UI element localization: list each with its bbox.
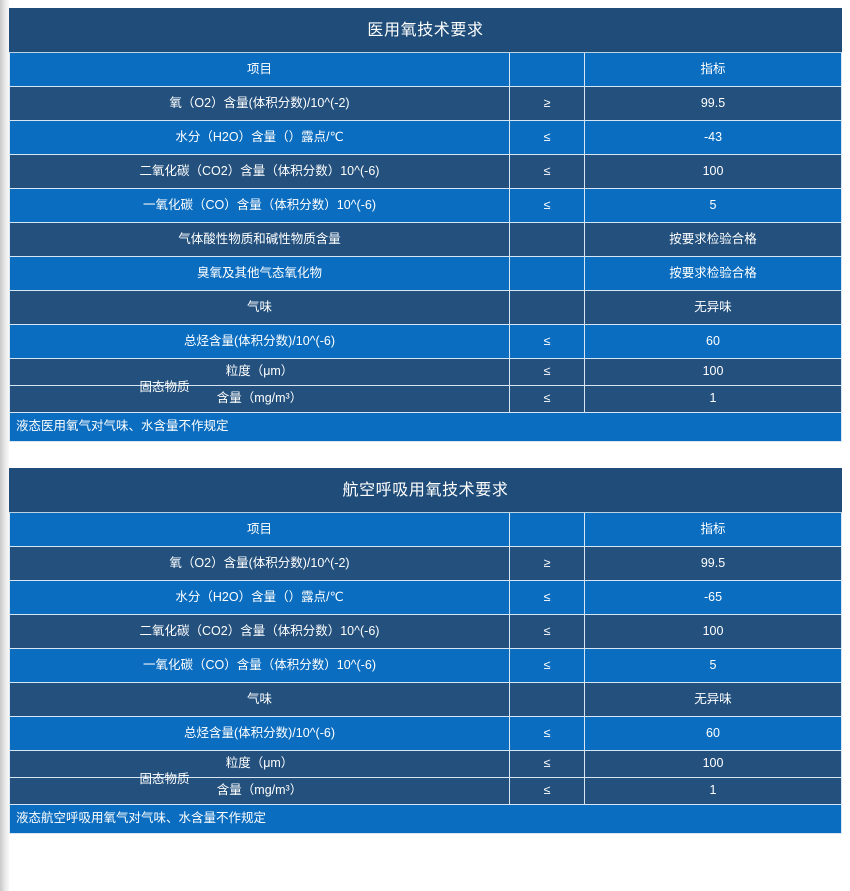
column-header-item: 项目 bbox=[9, 512, 510, 547]
row-item-label: 一氧化碳（CO）含量（体积分数）10^(-6) bbox=[9, 648, 510, 683]
row-value: 100 bbox=[583, 154, 843, 189]
row-value: 1 bbox=[583, 385, 843, 413]
table-row-group-first: 粒度（μm） ≤ 100 bbox=[9, 358, 843, 386]
sub-row-item-label: 含量（mg/m³） bbox=[9, 385, 510, 413]
row-symbol: ≤ bbox=[509, 750, 585, 778]
aviation-oxygen-spec-table: 航空呼吸用氧技术要求 项目 指标 氧（O2）含量(体积分数)/10^(-2) ≥… bbox=[9, 468, 842, 834]
table-footnote: 液态航空呼吸用氧气对气味、水含量不作规定 bbox=[9, 804, 842, 834]
row-symbol: ≤ bbox=[509, 324, 585, 359]
sub-row-item-label: 含量（mg/m³） bbox=[9, 777, 510, 805]
table-title-row: 医用氧技术要求 bbox=[8, 8, 843, 53]
table-footnote: 液态医用氧气对气味、水含量不作规定 bbox=[8, 412, 843, 442]
row-symbol: ≤ bbox=[509, 154, 585, 189]
table-footnote-row: 液态医用氧气对气味、水含量不作规定 bbox=[8, 412, 843, 442]
row-value: 60 bbox=[583, 324, 843, 359]
table-title: 医用氧技术要求 bbox=[8, 8, 843, 53]
row-value: 无异味 bbox=[584, 682, 842, 717]
row-value: 100 bbox=[583, 358, 843, 386]
row-item-label: 总烃含量(体积分数)/10^(-6) bbox=[9, 324, 510, 359]
row-symbol: ≤ bbox=[509, 120, 585, 155]
column-header-index: 指标 bbox=[583, 52, 843, 87]
table-row: 水分（H2O）含量（）露点/℃ ≤ -43 bbox=[9, 120, 843, 155]
row-item-label: 气体酸性物质和碱性物质含量 bbox=[9, 222, 510, 257]
table-row: 二氧化碳（CO2）含量（体积分数）10^(-6) ≤ 100 bbox=[9, 154, 843, 189]
table-row: 一氧化碳（CO）含量（体积分数）10^(-6) ≤ 5 bbox=[9, 648, 842, 683]
row-value: 99.5 bbox=[584, 546, 842, 581]
table-row: 总烃含量(体积分数)/10^(-6) ≤ 60 bbox=[9, 716, 842, 751]
row-symbol: ≤ bbox=[509, 716, 585, 751]
row-symbol: ≥ bbox=[509, 86, 585, 121]
row-value: 100 bbox=[584, 750, 842, 778]
sub-row-item-label: 粒度（μm） bbox=[9, 750, 510, 778]
row-item-label: 二氧化碳（CO2）含量（体积分数）10^(-6) bbox=[9, 154, 510, 189]
table-row: 水分（H2O）含量（）露点/℃ ≤ -65 bbox=[9, 580, 842, 615]
table-footnote-row: 液态航空呼吸用氧气对气味、水含量不作规定 bbox=[9, 804, 842, 834]
table-row-group-first: 粒度（μm） ≤ 100 bbox=[9, 750, 842, 778]
row-value: -65 bbox=[584, 580, 842, 615]
table-row: 气味 无异味 bbox=[9, 682, 842, 717]
row-symbol: ≥ bbox=[509, 546, 585, 581]
row-item-label: 氧（O2）含量(体积分数)/10^(-2) bbox=[9, 546, 510, 581]
row-item-label: 总烃含量(体积分数)/10^(-6) bbox=[9, 716, 510, 751]
row-item-label: 一氧化碳（CO）含量（体积分数）10^(-6) bbox=[9, 188, 510, 223]
table-header-row: 项目 指标 bbox=[9, 52, 843, 87]
row-value: 5 bbox=[584, 648, 842, 683]
row-item-label: 水分（H2O）含量（）露点/℃ bbox=[9, 120, 510, 155]
row-value: -43 bbox=[583, 120, 843, 155]
row-value: 100 bbox=[584, 614, 842, 649]
table-gap-divider bbox=[9, 442, 841, 468]
column-header-item: 项目 bbox=[9, 52, 510, 87]
table-row: 氧（O2）含量(体积分数)/10^(-2) ≥ 99.5 bbox=[9, 546, 842, 581]
row-item-label: 二氧化碳（CO2）含量（体积分数）10^(-6) bbox=[9, 614, 510, 649]
row-symbol bbox=[509, 256, 585, 291]
row-symbol: ≤ bbox=[509, 777, 585, 805]
column-header-symbol bbox=[509, 512, 585, 547]
row-symbol: ≤ bbox=[509, 188, 585, 223]
table-row: 氧（O2）含量(体积分数)/10^(-2) ≥ 99.5 bbox=[9, 86, 843, 121]
row-item-label: 气味 bbox=[9, 290, 510, 325]
row-item-label: 氧（O2）含量(体积分数)/10^(-2) bbox=[9, 86, 510, 121]
table-row: 气味 无异味 bbox=[9, 290, 843, 325]
row-value: 无异味 bbox=[583, 290, 843, 325]
table-row: 二氧化碳（CO2）含量（体积分数）10^(-6) ≤ 100 bbox=[9, 614, 842, 649]
row-symbol bbox=[509, 290, 585, 325]
sub-row-item-label: 粒度（μm） bbox=[9, 358, 510, 386]
table-title-row: 航空呼吸用氧技术要求 bbox=[9, 468, 842, 513]
row-value: 按要求检验合格 bbox=[583, 256, 843, 291]
row-value: 5 bbox=[583, 188, 843, 223]
row-value: 99.5 bbox=[583, 86, 843, 121]
column-header-symbol bbox=[509, 52, 585, 87]
table-row: 一氧化碳（CO）含量（体积分数）10^(-6) ≤ 5 bbox=[9, 188, 843, 223]
medical-oxygen-spec-table: 医用氧技术要求 项目 指标 氧（O2）含量(体积分数)/10^(-2) ≥ 99… bbox=[8, 8, 843, 442]
row-symbol: ≤ bbox=[509, 648, 585, 683]
column-header-index: 指标 bbox=[584, 512, 842, 547]
row-symbol bbox=[509, 682, 585, 717]
row-value: 1 bbox=[584, 777, 842, 805]
row-item-label: 气味 bbox=[9, 682, 510, 717]
row-symbol bbox=[509, 222, 585, 257]
table-row-group-second: 含量（mg/m³） ≤ 1 bbox=[9, 385, 843, 413]
table-row: 总烃含量(体积分数)/10^(-6) ≤ 60 bbox=[9, 324, 843, 359]
table-row-group-second: 含量（mg/m³） ≤ 1 bbox=[9, 777, 842, 805]
row-symbol: ≤ bbox=[509, 385, 585, 413]
row-symbol: ≤ bbox=[509, 358, 585, 386]
row-symbol: ≤ bbox=[509, 614, 585, 649]
row-symbol: ≤ bbox=[509, 580, 585, 615]
table-header-row: 项目 指标 bbox=[9, 512, 842, 547]
table-title: 航空呼吸用氧技术要求 bbox=[9, 468, 842, 513]
row-item-label: 水分（H2O）含量（）露点/℃ bbox=[9, 580, 510, 615]
row-item-label: 臭氧及其他气态氧化物 bbox=[9, 256, 510, 291]
row-value: 按要求检验合格 bbox=[583, 222, 843, 257]
table-row: 臭氧及其他气态氧化物 按要求检验合格 bbox=[9, 256, 843, 291]
table-row: 气体酸性物质和碱性物质含量 按要求检验合格 bbox=[9, 222, 843, 257]
row-value: 60 bbox=[584, 716, 842, 751]
